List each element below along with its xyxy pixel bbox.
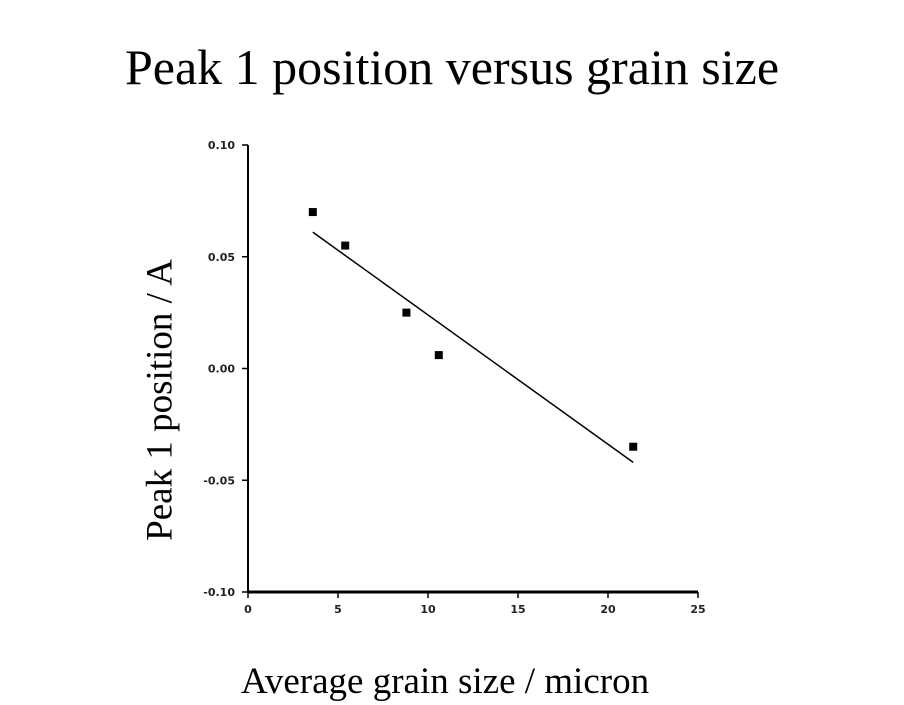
x-axis-label: Average grain size / micron xyxy=(240,661,650,702)
x-tick-label: 5 xyxy=(334,603,342,616)
x-tick-label: 0 xyxy=(244,603,252,616)
chart-title: Peak 1 position versus grain size xyxy=(124,39,780,95)
y-tick-label: 0.05 xyxy=(208,251,235,264)
x-tick-label: 25 xyxy=(690,603,705,616)
x-tick-label: 20 xyxy=(600,603,616,616)
data-point xyxy=(434,351,443,360)
data-point xyxy=(341,241,350,250)
y-tick-label: 0.00 xyxy=(208,363,235,376)
x-tick-label: 10 xyxy=(420,603,436,616)
data-point xyxy=(308,208,317,217)
y-tick-label: 0.10 xyxy=(208,139,235,152)
x-tick-label: 15 xyxy=(510,603,525,616)
y-tick-label: -0.05 xyxy=(203,474,235,487)
fit-line xyxy=(312,231,634,463)
y-tick-label: -0.10 xyxy=(203,586,235,599)
data-point xyxy=(402,308,411,317)
data-point xyxy=(629,442,638,451)
